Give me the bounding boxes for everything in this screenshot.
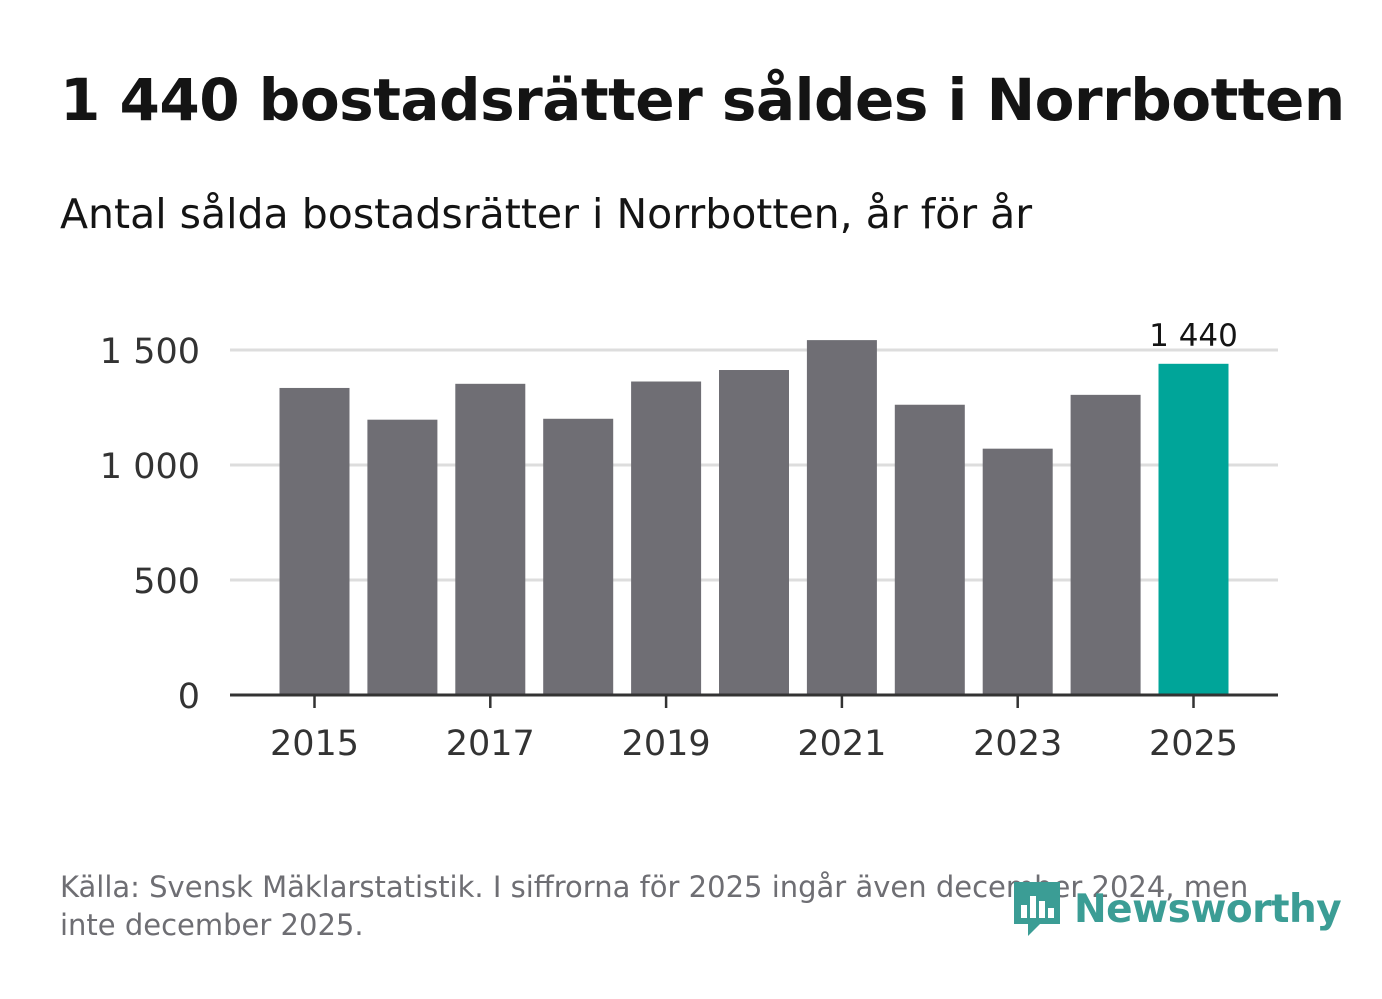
x-tick-label: 2021 — [797, 724, 886, 764]
chart-title: 1 440 bostadsrätter såldes i Norrbotten — [60, 66, 1345, 134]
chart-subtitle: Antal sålda bostadsrätter i Norrbotten, … — [60, 190, 1033, 238]
y-tick-label: 500 — [133, 562, 200, 602]
y-tick-label: 0 — [178, 677, 200, 717]
bar-2020 — [719, 370, 789, 695]
brand-mark: Newsworthy — [1010, 878, 1342, 940]
x-tick-label: 2025 — [1149, 724, 1238, 764]
bar-2021 — [806, 340, 877, 695]
brand-name: Newsworthy — [1074, 886, 1342, 932]
bar-2018 — [543, 418, 614, 695]
bar-2016 — [367, 419, 438, 695]
y-tick-label: 1 500 — [100, 332, 200, 372]
x-tick-label: 2017 — [446, 724, 535, 764]
bar-2017 — [455, 383, 526, 695]
bar-2023 — [982, 448, 1053, 695]
data-label: 1 440 — [1149, 318, 1238, 354]
bar-2025 — [1158, 363, 1229, 695]
y-tick-label: 1 000 — [100, 447, 200, 487]
bar-2019 — [631, 381, 702, 695]
newsworthy-logo-icon — [1014, 882, 1060, 936]
x-tick-label: 2023 — [973, 724, 1062, 764]
bar-2015 — [279, 387, 350, 695]
x-tick-label: 2015 — [270, 724, 359, 764]
x-tick-label: 2019 — [622, 724, 711, 764]
bar-2022 — [894, 404, 965, 695]
bar-2024 — [1070, 394, 1141, 695]
